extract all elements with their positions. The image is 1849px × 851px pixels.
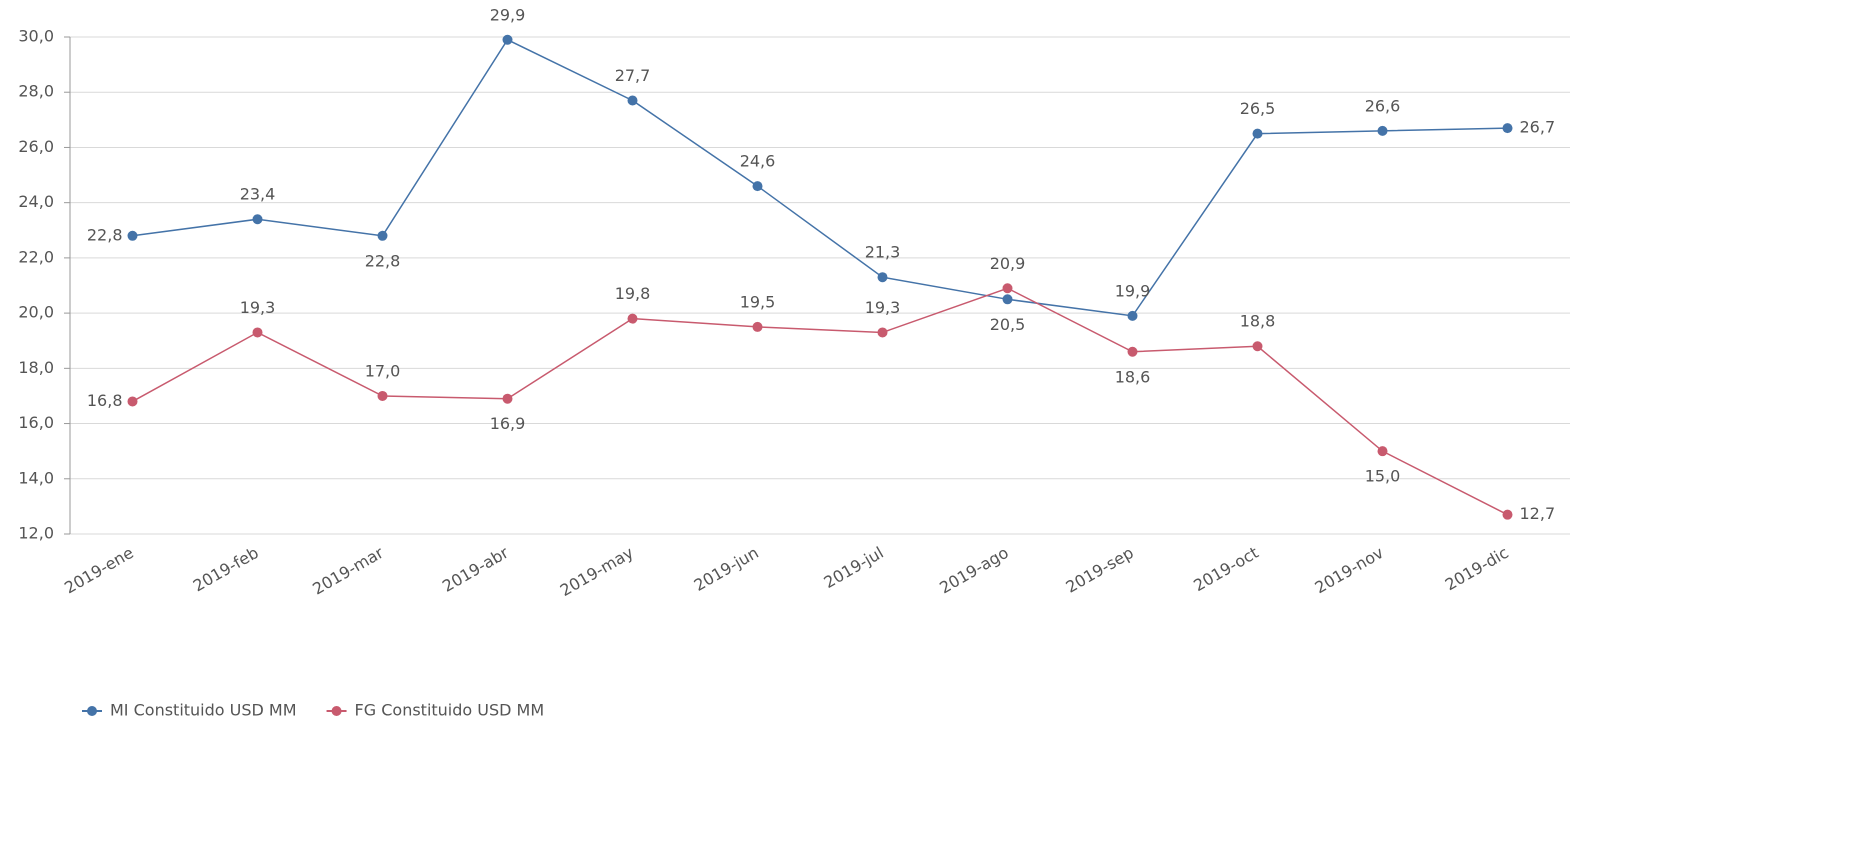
data-point bbox=[752, 181, 763, 192]
data-label: 18,8 bbox=[1240, 312, 1276, 331]
data-label: 15,0 bbox=[1365, 467, 1401, 486]
legend-swatch bbox=[87, 706, 97, 716]
data-label: 12,7 bbox=[1520, 504, 1556, 523]
data-label: 16,8 bbox=[87, 391, 123, 410]
data-point bbox=[1502, 123, 1513, 134]
data-label: 19,5 bbox=[740, 292, 776, 311]
x-tick-label: 2019-oct bbox=[1190, 543, 1262, 595]
y-tick-label: 14,0 bbox=[18, 468, 54, 487]
data-label: 18,6 bbox=[1115, 367, 1151, 386]
data-point bbox=[1002, 294, 1013, 305]
x-tick-label: 2019-sep bbox=[1062, 543, 1136, 597]
x-tick-label: 2019-ene bbox=[61, 543, 137, 598]
x-tick-label: 2019-may bbox=[557, 543, 637, 600]
data-label: 19,3 bbox=[240, 298, 276, 317]
data-point bbox=[877, 272, 888, 283]
legend-swatch bbox=[331, 706, 342, 716]
data-label: 22,8 bbox=[87, 225, 123, 244]
data-label: 20,9 bbox=[990, 254, 1026, 273]
y-tick-label: 26,0 bbox=[18, 137, 54, 156]
data-label: 26,7 bbox=[1520, 118, 1556, 137]
data-point bbox=[1377, 446, 1388, 457]
x-tick-label: 2019-nov bbox=[1312, 543, 1387, 597]
series-line bbox=[132, 287, 1508, 516]
data-label: 27,7 bbox=[615, 66, 651, 85]
data-point bbox=[1127, 346, 1138, 357]
x-tick-label: 2019-mar bbox=[309, 543, 387, 599]
data-label: 24,6 bbox=[740, 152, 776, 171]
data-label: 26,5 bbox=[1240, 99, 1276, 118]
data-point bbox=[1002, 283, 1013, 294]
data-point bbox=[1377, 125, 1388, 136]
data-point bbox=[752, 321, 763, 332]
data-label: 29,9 bbox=[490, 5, 526, 24]
data-label: 19,8 bbox=[615, 284, 651, 303]
data-label: 23,4 bbox=[240, 185, 276, 204]
legend-label: FG Constituido USD MM bbox=[355, 701, 545, 720]
data-point bbox=[377, 390, 388, 401]
data-point bbox=[377, 230, 388, 241]
data-label: 22,8 bbox=[365, 251, 401, 270]
data-point bbox=[502, 34, 513, 45]
data-point bbox=[627, 313, 638, 324]
data-label: 19,3 bbox=[865, 298, 901, 317]
y-tick-label: 28,0 bbox=[18, 82, 54, 101]
y-tick-label: 24,0 bbox=[18, 192, 54, 211]
y-tick-label: 30,0 bbox=[18, 27, 54, 46]
x-tick-label: 2019-jun bbox=[691, 543, 762, 595]
x-tick-label: 2019-dic bbox=[1442, 543, 1512, 594]
data-point bbox=[127, 396, 138, 407]
data-label: 21,3 bbox=[865, 243, 901, 262]
data-point bbox=[252, 214, 263, 225]
data-label: 20,5 bbox=[990, 315, 1026, 334]
data-label: 17,0 bbox=[365, 361, 401, 380]
y-tick-label: 12,0 bbox=[18, 524, 54, 543]
legend-item: MI Constituido USD MM bbox=[82, 701, 297, 720]
y-tick-label: 16,0 bbox=[18, 413, 54, 432]
data-point bbox=[877, 327, 888, 338]
data-label: 19,9 bbox=[1115, 281, 1151, 300]
data-point bbox=[127, 230, 138, 241]
x-tick-label: 2019-ago bbox=[936, 543, 1012, 598]
data-point bbox=[502, 393, 513, 404]
data-label: 16,9 bbox=[490, 414, 526, 433]
data-point bbox=[252, 327, 263, 338]
y-tick-label: 20,0 bbox=[18, 303, 54, 322]
series-line bbox=[132, 38, 1508, 317]
x-tick-label: 2019-jul bbox=[820, 543, 886, 592]
x-tick-label: 2019-feb bbox=[190, 543, 262, 596]
data-point bbox=[1127, 310, 1138, 321]
data-point bbox=[1252, 128, 1263, 139]
data-point bbox=[1502, 509, 1513, 520]
data-label: 26,6 bbox=[1365, 96, 1401, 115]
y-tick-label: 22,0 bbox=[18, 247, 54, 266]
data-point bbox=[627, 95, 638, 106]
data-point bbox=[1252, 341, 1263, 352]
legend-item: FG Constituido USD MM bbox=[326, 701, 545, 720]
y-tick-label: 18,0 bbox=[18, 358, 54, 377]
legend-label: MI Constituido USD MM bbox=[110, 701, 297, 720]
x-tick-label: 2019-abr bbox=[439, 543, 512, 596]
